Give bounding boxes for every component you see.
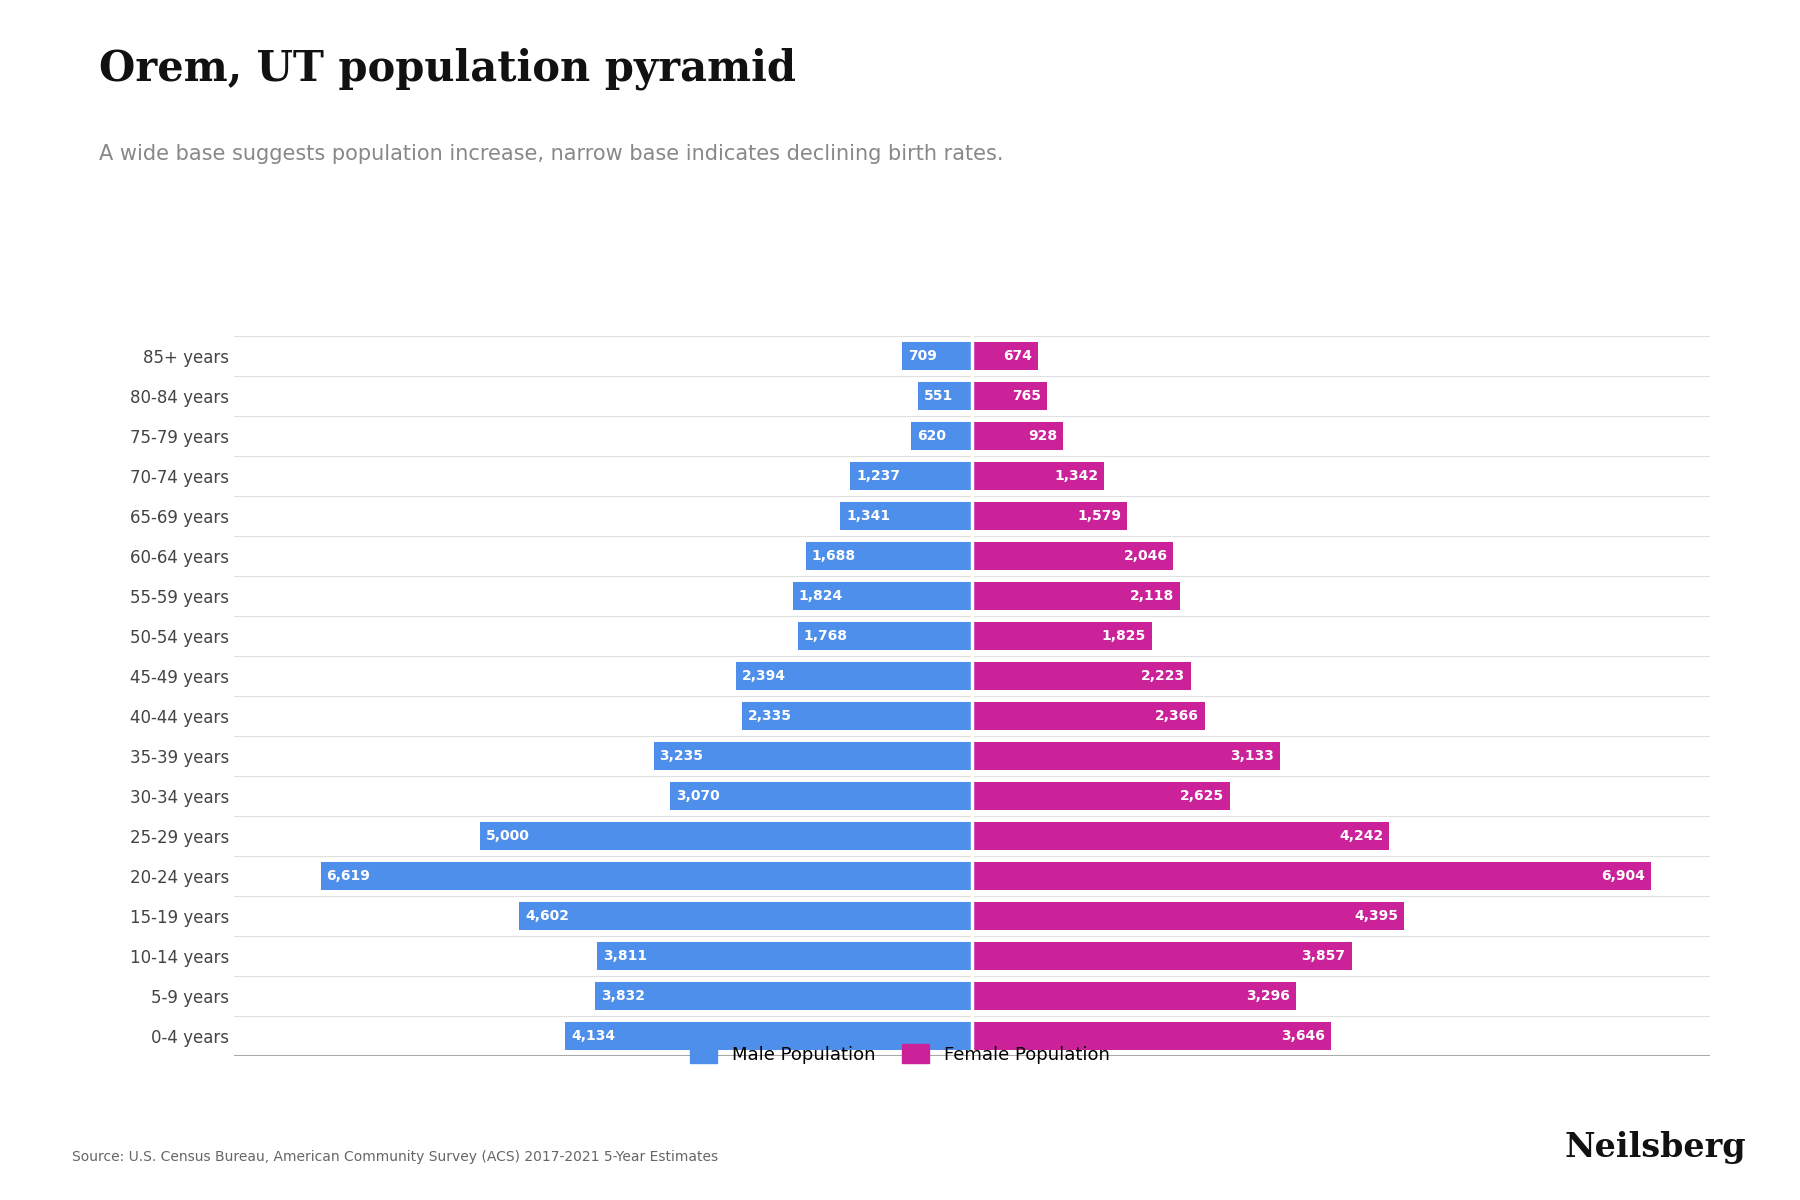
Bar (972, 942, 1352, 971)
Text: 1,579: 1,579 (1078, 509, 1121, 523)
Bar (972, 541, 1174, 570)
Bar (806, 541, 972, 570)
Bar (972, 502, 1127, 530)
Text: Orem, UT population pyramid: Orem, UT population pyramid (99, 48, 796, 90)
Bar (972, 781, 1231, 810)
Text: 3,832: 3,832 (601, 989, 644, 1003)
Bar (797, 622, 972, 650)
Bar (736, 661, 972, 690)
Bar (742, 702, 972, 731)
Text: 1,237: 1,237 (857, 469, 900, 482)
Text: 6,904: 6,904 (1602, 869, 1645, 883)
Bar (596, 982, 972, 1010)
Text: 2,223: 2,223 (1141, 670, 1184, 683)
Bar (518, 901, 972, 930)
Legend: Male Population, Female Population: Male Population, Female Population (682, 1037, 1118, 1070)
Bar (481, 822, 972, 851)
Text: 709: 709 (909, 349, 938, 362)
Bar (972, 661, 1192, 690)
Bar (653, 742, 972, 770)
Text: Source: U.S. Census Bureau, American Community Survey (ACS) 2017-2021 5-Year Est: Source: U.S. Census Bureau, American Com… (72, 1150, 718, 1164)
Bar (972, 702, 1204, 731)
Text: 765: 765 (1012, 389, 1042, 403)
Bar (972, 622, 1152, 650)
Bar (972, 1021, 1330, 1050)
Text: 1,342: 1,342 (1055, 469, 1098, 482)
Bar (918, 382, 972, 410)
Text: 5,000: 5,000 (486, 829, 529, 842)
Text: 2,046: 2,046 (1123, 550, 1168, 563)
Bar (972, 462, 1103, 491)
Text: 4,602: 4,602 (526, 910, 569, 923)
Text: 6,619: 6,619 (326, 869, 371, 883)
Bar (972, 382, 1048, 410)
Bar (850, 462, 972, 491)
Text: 2,118: 2,118 (1130, 589, 1175, 602)
Bar (972, 582, 1181, 611)
Text: 3,133: 3,133 (1231, 749, 1274, 763)
Text: 1,688: 1,688 (812, 550, 857, 563)
Text: 1,341: 1,341 (846, 509, 889, 523)
Bar (670, 781, 972, 810)
Text: 3,296: 3,296 (1247, 989, 1291, 1003)
Bar (972, 421, 1064, 450)
Text: 4,134: 4,134 (571, 1028, 616, 1043)
Text: 2,335: 2,335 (749, 709, 792, 722)
Bar (841, 502, 972, 530)
Text: 1,824: 1,824 (799, 589, 842, 602)
Bar (911, 421, 972, 450)
Text: 3,857: 3,857 (1301, 949, 1346, 962)
Text: 551: 551 (923, 389, 952, 403)
Bar (972, 982, 1296, 1010)
Bar (565, 1021, 972, 1050)
Bar (598, 942, 972, 971)
Bar (972, 862, 1651, 890)
Text: 620: 620 (916, 428, 945, 443)
Bar (320, 862, 972, 890)
Text: 2,394: 2,394 (742, 670, 787, 683)
Bar (902, 342, 972, 371)
Bar (972, 342, 1039, 371)
Bar (972, 822, 1390, 851)
Text: Neilsberg: Neilsberg (1564, 1130, 1746, 1164)
Text: 4,395: 4,395 (1355, 910, 1399, 923)
Bar (972, 742, 1280, 770)
Text: 3,070: 3,070 (675, 790, 720, 803)
Bar (792, 582, 972, 611)
Text: 2,625: 2,625 (1181, 790, 1224, 803)
Text: 674: 674 (1003, 349, 1033, 362)
Text: 3,811: 3,811 (603, 949, 646, 962)
Text: 3,235: 3,235 (659, 749, 704, 763)
Text: A wide base suggests population increase, narrow base indicates declining birth : A wide base suggests population increase… (99, 144, 1004, 164)
Text: 1,768: 1,768 (805, 629, 848, 643)
Text: 4,242: 4,242 (1339, 829, 1384, 842)
Text: 1,825: 1,825 (1102, 629, 1145, 643)
Text: 2,366: 2,366 (1156, 709, 1199, 722)
Text: 928: 928 (1028, 428, 1057, 443)
Bar (972, 901, 1404, 930)
Text: 3,646: 3,646 (1282, 1028, 1325, 1043)
